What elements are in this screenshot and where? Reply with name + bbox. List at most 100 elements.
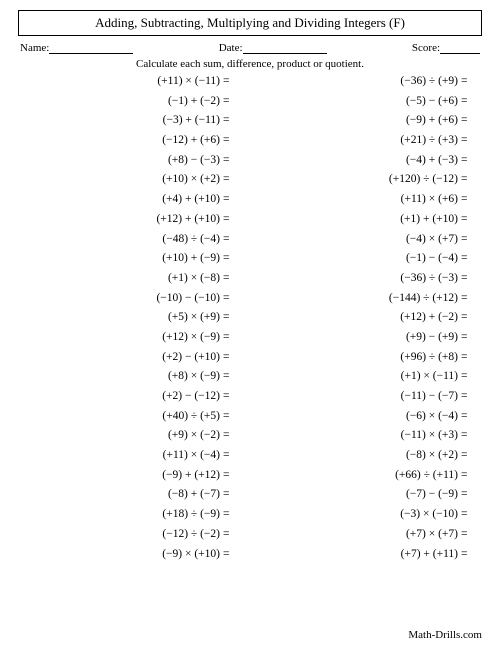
problem-expression: (+2) − (−12) bbox=[24, 391, 220, 403]
problem-expression: (+12) + (−2) bbox=[262, 312, 458, 324]
problem-row: (+7) × (+7)= bbox=[262, 529, 476, 541]
problem-expression: (+9) − (+9) bbox=[262, 332, 458, 344]
equals-sign: = bbox=[220, 450, 238, 462]
problem-row: (−4) × (+7)= bbox=[262, 234, 476, 246]
name-field: Name: bbox=[20, 42, 133, 54]
equals-sign: = bbox=[220, 96, 238, 108]
problem-row: (+11) × (−11)= bbox=[24, 76, 238, 88]
problem-row: (+5) × (+9)= bbox=[24, 312, 238, 324]
problem-expression: (+1) × (−11) bbox=[262, 371, 458, 383]
problem-expression: (+66) ÷ (+11) bbox=[262, 470, 458, 482]
equals-sign: = bbox=[220, 135, 238, 147]
problem-row: (+66) ÷ (+11)= bbox=[262, 470, 476, 482]
problem-expression: (+21) ÷ (+3) bbox=[262, 135, 458, 147]
problem-row: (−1) + (−2)= bbox=[24, 96, 238, 108]
equals-sign: = bbox=[220, 489, 238, 501]
problem-row: (+120) ÷ (−12)= bbox=[262, 174, 476, 186]
equals-sign: = bbox=[220, 371, 238, 383]
problem-expression: (−36) ÷ (+9) bbox=[262, 76, 458, 88]
equals-sign: = bbox=[220, 194, 238, 206]
problem-row: (−3) × (−10)= bbox=[262, 509, 476, 521]
problem-row: (−36) ÷ (+9)= bbox=[262, 76, 476, 88]
problem-expression: (−3) + (−11) bbox=[24, 115, 220, 127]
problem-row: (−3) + (−11)= bbox=[24, 115, 238, 127]
problem-expression: (−4) × (+7) bbox=[262, 234, 458, 246]
equals-sign: = bbox=[458, 115, 476, 127]
problem-row: (−6) × (−4)= bbox=[262, 411, 476, 423]
problem-row: (−4) + (−3)= bbox=[262, 155, 476, 167]
score-line[interactable] bbox=[440, 43, 480, 54]
problem-expression: (+18) ÷ (−9) bbox=[24, 509, 220, 521]
instruction-text: Calculate each sum, difference, product … bbox=[18, 58, 482, 70]
equals-sign: = bbox=[458, 293, 476, 305]
problem-row: (+12) × (−9)= bbox=[24, 332, 238, 344]
problem-expression: (+7) + (+11) bbox=[262, 549, 458, 561]
problem-row: (−9) + (+6)= bbox=[262, 115, 476, 127]
problem-expression: (−11) × (+3) bbox=[262, 430, 458, 442]
problem-row: (+2) − (−12)= bbox=[24, 391, 238, 403]
equals-sign: = bbox=[458, 174, 476, 186]
problem-row: (−9) × (+10)= bbox=[24, 549, 238, 561]
score-field: Score: bbox=[412, 42, 480, 54]
problem-expression: (−3) × (−10) bbox=[262, 509, 458, 521]
date-field: Date: bbox=[219, 42, 327, 54]
problem-row: (−10) − (−10)= bbox=[24, 293, 238, 305]
problem-expression: (−144) ÷ (+12) bbox=[262, 293, 458, 305]
problem-row: (+12) + (−2)= bbox=[262, 312, 476, 324]
problem-columns: (+11) × (−11)=(−1) + (−2)=(−3) + (−11)=(… bbox=[18, 76, 482, 568]
problem-row: (−8) × (+2)= bbox=[262, 450, 476, 462]
problem-expression: (+11) × (−11) bbox=[24, 76, 220, 88]
problem-expression: (−9) × (+10) bbox=[24, 549, 220, 561]
problem-row: (−11) × (+3)= bbox=[262, 430, 476, 442]
problem-expression: (−6) × (−4) bbox=[262, 411, 458, 423]
problem-row: (+2) − (+10)= bbox=[24, 352, 238, 364]
equals-sign: = bbox=[220, 352, 238, 364]
equals-sign: = bbox=[458, 155, 476, 167]
problem-expression: (+1) + (+10) bbox=[262, 214, 458, 226]
date-line[interactable] bbox=[243, 43, 327, 54]
equals-sign: = bbox=[220, 253, 238, 265]
problem-row: (+1) × (−8)= bbox=[24, 273, 238, 285]
equals-sign: = bbox=[458, 470, 476, 482]
problem-row: (+21) ÷ (+3)= bbox=[262, 135, 476, 147]
name-label: Name: bbox=[20, 42, 49, 54]
problem-row: (+8) × (−9)= bbox=[24, 371, 238, 383]
problem-expression: (+4) + (+10) bbox=[24, 194, 220, 206]
problem-expression: (+11) × (−4) bbox=[24, 450, 220, 462]
equals-sign: = bbox=[458, 549, 476, 561]
problem-row: (+96) ÷ (+8)= bbox=[262, 352, 476, 364]
problem-row: (+18) ÷ (−9)= bbox=[24, 509, 238, 521]
equals-sign: = bbox=[220, 509, 238, 521]
equals-sign: = bbox=[458, 76, 476, 88]
problem-expression: (+12) × (−9) bbox=[24, 332, 220, 344]
problem-expression: (−1) + (−2) bbox=[24, 96, 220, 108]
problem-row: (+9) − (+9)= bbox=[262, 332, 476, 344]
problem-row: (+12) + (+10)= bbox=[24, 214, 238, 226]
equals-sign: = bbox=[220, 312, 238, 324]
problem-row: (+9) × (−2)= bbox=[24, 430, 238, 442]
equals-sign: = bbox=[220, 430, 238, 442]
problem-expression: (−5) − (+6) bbox=[262, 96, 458, 108]
equals-sign: = bbox=[220, 293, 238, 305]
problem-row: (+1) + (+10)= bbox=[262, 214, 476, 226]
problem-expression: (−8) + (−7) bbox=[24, 489, 220, 501]
equals-sign: = bbox=[458, 391, 476, 403]
problem-expression: (−9) + (+12) bbox=[24, 470, 220, 482]
problem-expression: (+8) − (−3) bbox=[24, 155, 220, 167]
problem-expression: (+12) + (+10) bbox=[24, 214, 220, 226]
problem-row: (+4) + (+10)= bbox=[24, 194, 238, 206]
equals-sign: = bbox=[220, 391, 238, 403]
equals-sign: = bbox=[220, 529, 238, 541]
problem-row: (+11) × (+6)= bbox=[262, 194, 476, 206]
problem-expression: (+40) ÷ (+5) bbox=[24, 411, 220, 423]
problem-expression: (−12) + (+6) bbox=[24, 135, 220, 147]
equals-sign: = bbox=[220, 549, 238, 561]
equals-sign: = bbox=[458, 509, 476, 521]
problem-expression: (+7) × (+7) bbox=[262, 529, 458, 541]
name-line[interactable] bbox=[49, 43, 133, 54]
problem-expression: (−10) − (−10) bbox=[24, 293, 220, 305]
problem-expression: (+10) × (+2) bbox=[24, 174, 220, 186]
equals-sign: = bbox=[458, 273, 476, 285]
problem-row: (−7) − (−9)= bbox=[262, 489, 476, 501]
footer-credit: Math-Drills.com bbox=[408, 629, 482, 641]
